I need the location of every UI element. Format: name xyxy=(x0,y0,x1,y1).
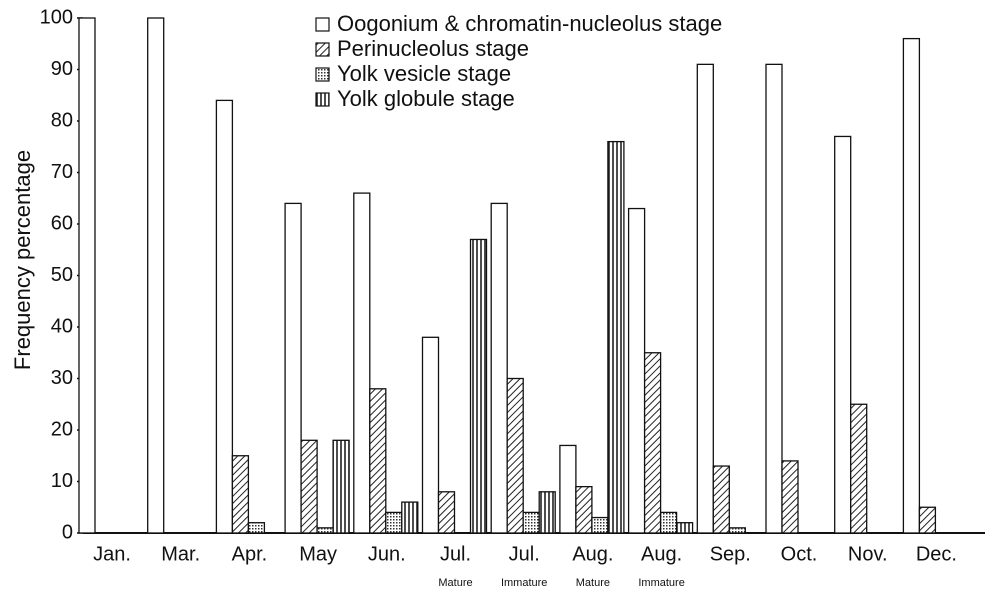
legend-swatch xyxy=(315,42,330,57)
bar xyxy=(437,491,456,534)
y-tick-label: 70 xyxy=(51,161,73,183)
bar xyxy=(401,501,419,534)
y-tick-label: 90 xyxy=(51,58,73,80)
group-label: Immature xyxy=(638,577,684,589)
x-tick-label: Oct. xyxy=(781,543,818,565)
x-tick-label: Mar. xyxy=(161,543,200,565)
bar xyxy=(522,511,540,534)
bar xyxy=(247,522,266,534)
y-tick-label: 80 xyxy=(51,109,73,131)
x-tick-label: Jan. xyxy=(93,543,131,565)
legend-label: Yolk vesicle stage xyxy=(337,61,511,86)
bar xyxy=(469,238,488,534)
y-axis-label: Frequency percentage xyxy=(10,150,35,370)
bar xyxy=(300,439,318,534)
group-label: Mature xyxy=(438,577,472,589)
group-label: Immature xyxy=(501,577,547,589)
group-label: Mature xyxy=(576,577,610,589)
y-tick-label: 60 xyxy=(51,212,73,234)
legend-swatch xyxy=(315,92,330,107)
bar xyxy=(369,388,387,534)
y-tick-label: 40 xyxy=(51,315,73,337)
bar xyxy=(316,527,334,534)
bar xyxy=(902,37,921,534)
x-tick-label: Jul. xyxy=(440,543,471,565)
bar xyxy=(353,192,371,534)
y-tick-label: 20 xyxy=(51,418,73,440)
bar xyxy=(781,460,799,534)
bar xyxy=(675,522,694,534)
bar xyxy=(659,511,678,534)
bar xyxy=(559,444,577,534)
bar xyxy=(385,511,403,534)
bar xyxy=(147,17,165,534)
x-tick-label: Aug. xyxy=(572,543,613,565)
bar xyxy=(591,516,609,534)
x-tick-label: Dec. xyxy=(916,543,957,565)
bar xyxy=(696,63,714,534)
bar xyxy=(765,63,783,534)
bar xyxy=(538,491,556,534)
bar xyxy=(332,439,350,534)
x-tick-label: Jul. xyxy=(509,543,540,565)
bar xyxy=(627,207,646,534)
bar xyxy=(643,352,662,534)
legend-swatch xyxy=(315,17,330,32)
bar xyxy=(506,377,524,534)
bar xyxy=(421,336,440,534)
bar xyxy=(78,17,96,534)
y-tick-label: 50 xyxy=(51,264,73,286)
legend-label: Yolk globule stage xyxy=(337,86,515,111)
bar xyxy=(607,140,625,534)
bar xyxy=(215,99,234,534)
bar xyxy=(231,455,250,534)
x-tick-label: Apr. xyxy=(232,543,268,565)
bar xyxy=(284,202,302,534)
bar xyxy=(575,485,593,534)
legend-label: Oogonium & chromatin-nucleolus stage xyxy=(337,11,722,36)
x-tick-label: Jun. xyxy=(368,543,406,565)
y-tick-label: 100 xyxy=(40,6,73,28)
bar xyxy=(712,465,730,534)
legend-label: Perinucleolus stage xyxy=(337,36,529,61)
bar xyxy=(850,403,868,534)
x-tick-label: Sep. xyxy=(710,543,751,565)
x-tick-label: Nov. xyxy=(848,543,888,565)
y-tick-label: 10 xyxy=(51,470,73,492)
bar xyxy=(834,135,852,534)
bar xyxy=(490,202,508,534)
legend-swatch xyxy=(315,67,330,82)
y-tick-label: 0 xyxy=(62,521,73,543)
bar xyxy=(918,506,937,534)
x-tick-label: Aug. xyxy=(641,543,682,565)
bar xyxy=(728,527,746,534)
y-tick-label: 30 xyxy=(51,367,73,389)
x-tick-label: May xyxy=(299,543,337,565)
